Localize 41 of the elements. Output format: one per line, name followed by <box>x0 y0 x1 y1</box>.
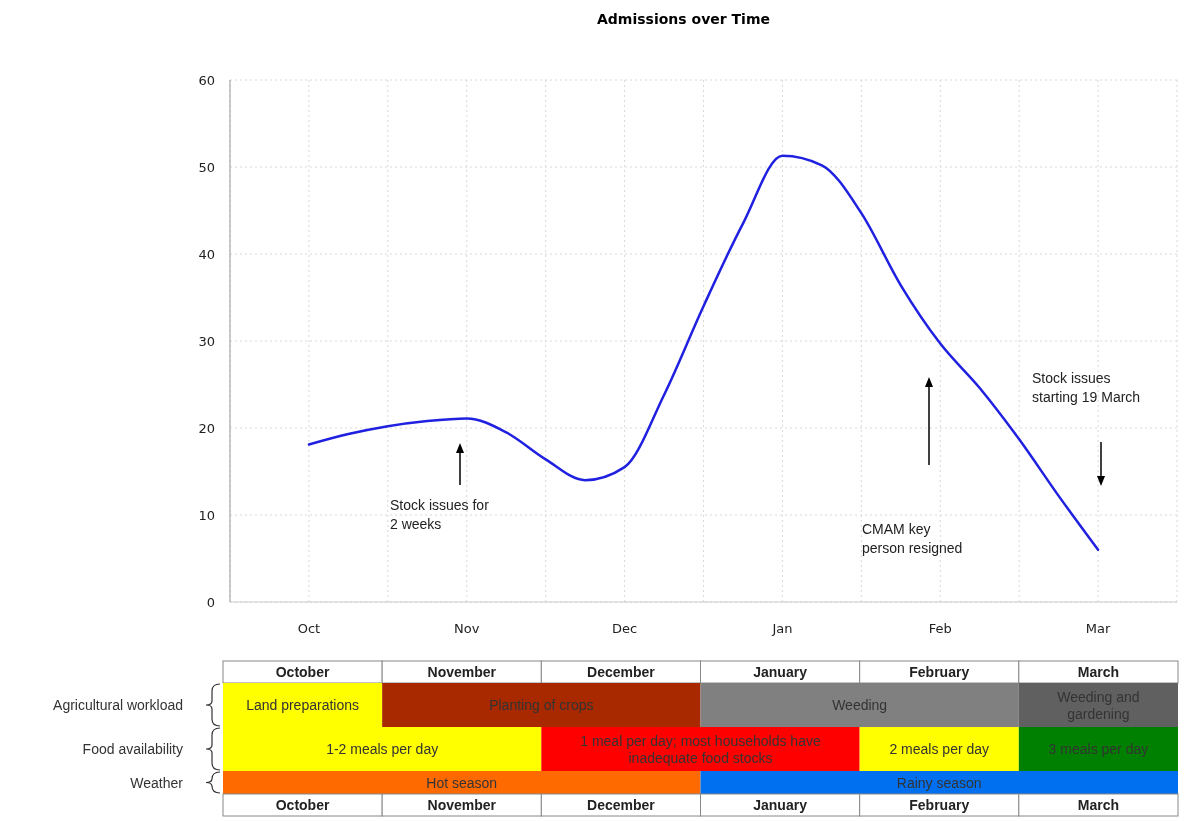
category-label: November <box>427 664 497 680</box>
text: 1 meal per day; most households have inadequate food stocks <box>580 732 821 766</box>
category-label: Agricultural workload <box>53 697 183 713</box>
category-label: October <box>275 797 330 813</box>
category-label: October <box>275 664 330 680</box>
category-label: March <box>1077 664 1120 680</box>
annotation: Stock issues starting 19 March <box>1032 370 1141 405</box>
y-tick-label: 40 <box>198 247 215 262</box>
y-tick-label: 20 <box>198 421 215 436</box>
category-label: February <box>909 797 970 813</box>
x-tick-label: Nov <box>454 621 480 636</box>
x-tick-label: Dec <box>612 621 638 636</box>
text: Hot season <box>426 774 498 791</box>
annotation: CMAM key person resigned <box>862 521 963 556</box>
text: Land preparations <box>246 697 360 713</box>
text: Rainy season <box>896 774 982 791</box>
x-tick-label: Oct <box>297 621 321 636</box>
category-label: November <box>427 797 496 813</box>
category-label: Weather <box>130 774 183 791</box>
annotation: Stock issues for 2 weeks <box>390 497 490 532</box>
y-tick-label: 50 <box>198 160 215 175</box>
x-tick-label: Feb <box>928 621 952 636</box>
category-label: March <box>1077 797 1120 813</box>
x-tick-label: Mar <box>1085 621 1111 636</box>
x-tick-label: Jan <box>771 621 793 636</box>
text: 2 meals per day <box>889 741 990 757</box>
category-label: Food availability <box>82 741 183 757</box>
y-tick-label: 0 <box>206 595 215 610</box>
category-label: December <box>587 664 656 680</box>
category-label: February <box>909 664 970 680</box>
y-tick-label: 30 <box>198 334 215 349</box>
text: Planting of crops <box>489 697 594 713</box>
text: 1-2 meals per day <box>326 741 439 757</box>
category-label: January <box>753 664 808 680</box>
category-label: January <box>753 797 807 813</box>
category-label: December <box>587 797 655 813</box>
y-tick-label: 10 <box>198 508 215 523</box>
chart-title: Admissions over Time <box>597 11 770 27</box>
text: Weeding <box>832 697 888 713</box>
y-tick-label: 60 <box>198 73 215 88</box>
text: 3 meals per day <box>1048 741 1149 757</box>
